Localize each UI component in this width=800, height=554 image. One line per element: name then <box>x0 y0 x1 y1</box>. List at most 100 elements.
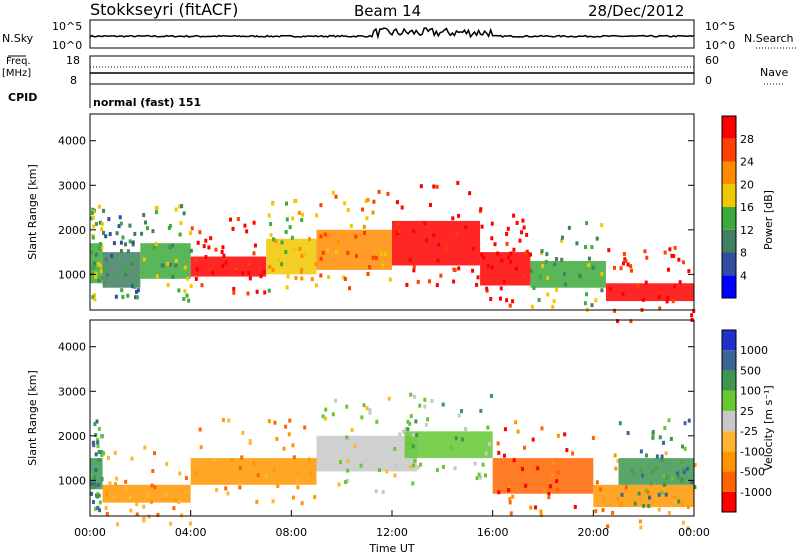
power-speck <box>505 298 509 303</box>
power-speck <box>284 229 288 234</box>
velocity-speck <box>484 473 488 478</box>
power-speck <box>177 288 181 293</box>
power-ytick-label: 3000 <box>58 179 86 192</box>
velocity-speck <box>344 480 348 485</box>
power-speck <box>435 283 439 288</box>
velocity-speck <box>406 427 410 432</box>
power-speck <box>196 240 200 245</box>
velocity-colorbar-tick: 100 <box>740 385 761 398</box>
power-speck <box>126 293 130 298</box>
velocity-speck <box>667 510 671 515</box>
power-speck <box>518 238 522 243</box>
power-speck <box>106 272 110 277</box>
power-speck <box>91 207 95 212</box>
power-speck <box>412 268 416 273</box>
power-speck <box>133 284 137 289</box>
power-speck <box>490 265 494 270</box>
velocity-speck <box>221 418 225 423</box>
power-speck <box>232 290 236 295</box>
velocity-speck <box>295 478 299 483</box>
power-speck <box>687 269 691 274</box>
velocity-speck <box>393 446 397 451</box>
velocity-speck <box>516 429 520 434</box>
power-speck <box>200 283 204 288</box>
velocity-colorbar-segment <box>722 330 736 351</box>
power-speck <box>537 298 541 303</box>
power-speck <box>124 242 128 247</box>
power-speck <box>121 294 125 299</box>
power-speck <box>692 309 696 314</box>
velocity-speck <box>248 440 252 445</box>
velocity-speck <box>441 464 445 469</box>
xtick-label: 08:00 <box>275 526 307 539</box>
velocity-speck <box>613 453 617 458</box>
power-speck <box>412 264 416 269</box>
power-speck <box>152 245 156 250</box>
power-speck <box>377 189 381 194</box>
velocity-speck <box>680 477 684 482</box>
velocity-speck <box>346 468 350 473</box>
power-speck <box>583 301 587 306</box>
power-speck <box>214 247 218 252</box>
velocity-speck <box>667 418 671 423</box>
power-colorbar-segment <box>722 184 736 207</box>
velocity-speck <box>488 442 492 447</box>
velocity-speck <box>680 444 684 449</box>
power-speck <box>372 199 376 204</box>
velocity-speck <box>682 470 686 475</box>
velocity-speck <box>669 436 673 441</box>
nave-tick-bottom: 0 <box>705 74 712 87</box>
velocity-speck <box>599 487 603 492</box>
freq-label: Freq. <box>6 56 31 67</box>
power-speck <box>232 286 236 291</box>
velocity-speck <box>174 497 178 502</box>
velocity-speck <box>686 526 690 531</box>
power-speck <box>585 221 589 226</box>
velocity-speck <box>287 432 291 437</box>
velocity-speck <box>94 468 98 473</box>
power-speck <box>297 210 301 215</box>
velocity-speck <box>115 476 119 481</box>
velocity-speck <box>486 425 490 430</box>
power-speck <box>371 255 375 260</box>
velocity-speck <box>424 422 428 427</box>
power-speck <box>364 198 368 203</box>
power-speck <box>457 213 461 218</box>
velocity-speck <box>663 426 667 431</box>
power-speck <box>575 241 579 246</box>
power-speck <box>314 262 318 267</box>
power-speck <box>435 184 439 189</box>
power-speck <box>658 306 662 311</box>
power-speck <box>131 284 135 289</box>
power-speck <box>522 225 526 230</box>
power-speck <box>690 313 694 318</box>
velocity-speck <box>97 458 101 463</box>
power-speck <box>587 256 591 261</box>
power-speck <box>334 194 338 199</box>
power-speck <box>272 237 276 242</box>
velocity-speck <box>94 433 98 438</box>
power-speck <box>432 233 436 238</box>
velocity-speck <box>308 471 312 476</box>
velocity-speck <box>449 445 453 450</box>
velocity-speck <box>418 403 422 408</box>
power-speck <box>396 230 400 235</box>
velocity-speck <box>457 413 461 418</box>
power-speck <box>532 285 536 290</box>
power-speck <box>524 251 528 256</box>
power-speck <box>128 223 132 228</box>
power-speck <box>236 217 240 222</box>
velocity-speck <box>387 396 391 401</box>
power-speck <box>595 236 599 241</box>
power-speck <box>496 251 500 256</box>
power-speck <box>280 262 284 267</box>
velocity-colorbar-segment <box>722 410 736 432</box>
power-speck <box>246 291 250 296</box>
nsky-right-tick-bottom: 10^0 <box>705 39 735 52</box>
velocity-speck <box>98 500 102 505</box>
power-speck <box>100 276 104 281</box>
velocity-speck <box>300 501 304 506</box>
power-speck <box>186 276 190 281</box>
velocity-speck <box>91 500 95 505</box>
